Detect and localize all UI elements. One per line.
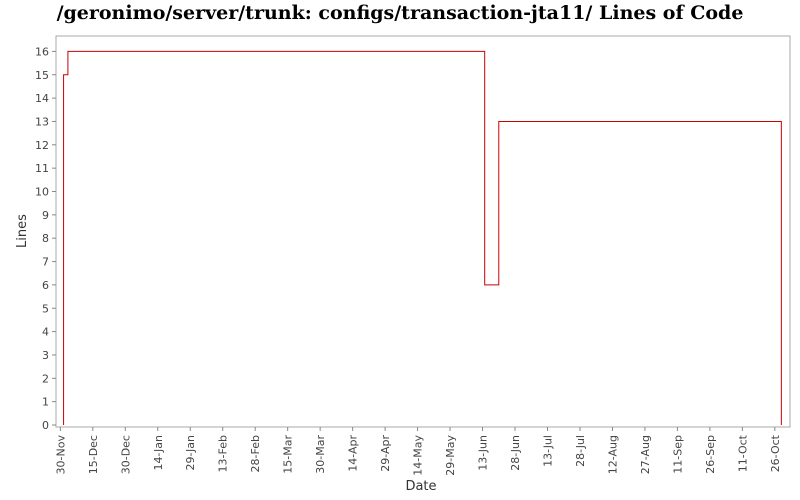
- x-tick-label: 14-Jan: [152, 435, 165, 471]
- x-tick-label: 15-Dec: [87, 435, 100, 474]
- x-tick-label: 11-Oct: [736, 434, 749, 472]
- x-tick-label: 15-Mar: [282, 435, 295, 474]
- x-tick-label: 26-Sep: [704, 435, 717, 474]
- x-tick-label: 13-Feb: [217, 435, 230, 472]
- y-tick-label: 3: [42, 349, 49, 362]
- y-tick-label: 10: [35, 186, 49, 199]
- y-tick-label: 15: [35, 69, 49, 82]
- x-tick-label: 29-Jan: [184, 435, 197, 471]
- x-tick-label: 11-Sep: [671, 435, 684, 474]
- x-tick-label: 30-Dec: [119, 435, 132, 474]
- x-tick-label: 30-Nov: [54, 435, 67, 475]
- x-tick-label: 28-Feb: [249, 435, 262, 472]
- y-tick-label: 6: [42, 279, 49, 292]
- y-tick-label: 0: [42, 419, 49, 432]
- x-tick-label: 14-May: [412, 435, 425, 476]
- y-tick-label: 12: [35, 139, 49, 152]
- y-tick-label: 14: [35, 92, 49, 105]
- x-tick-label: 28-Jul: [574, 435, 587, 467]
- plot-area: [55, 35, 791, 428]
- x-tick-label: 27-Aug: [639, 435, 652, 474]
- y-tick-label: 7: [42, 256, 49, 269]
- y-tick-label: 1: [42, 396, 49, 409]
- y-tick-label: 5: [42, 302, 49, 315]
- y-tick-label: 16: [35, 45, 49, 58]
- x-tick-label: 26-Oct: [769, 434, 782, 472]
- x-tick-label: 13-Jun: [477, 435, 490, 471]
- y-tick-label: 9: [42, 209, 49, 222]
- x-tick-label: 13-Jul: [541, 435, 554, 467]
- x-tick-label: 28-Jun: [509, 435, 522, 471]
- x-axis-label: Date: [405, 479, 436, 494]
- x-tick-label: 14-Apr: [347, 435, 360, 472]
- y-tick-label: 13: [35, 115, 49, 128]
- x-tick-label: 29-Apr: [379, 435, 392, 472]
- x-tick-label: 30-Mar: [314, 435, 327, 474]
- x-tick-label: 29-May: [444, 435, 457, 476]
- y-tick-label: 2: [42, 372, 49, 385]
- chart-title: /geronimo/server/trunk: configs/transact…: [56, 2, 744, 24]
- y-tick-label: 8: [42, 232, 49, 245]
- x-axis: 30-Nov 15-Dec 30-Dec 14-Jan 29-Jan 13-Feb 28-F…: [54, 427, 782, 476]
- x-tick-label: 12-Aug: [606, 435, 619, 474]
- y-axis-label: Lines: [15, 214, 30, 248]
- y-tick-label: 11: [35, 162, 49, 175]
- series-line: [63, 50, 782, 425]
- y-tick-label: 4: [42, 326, 49, 339]
